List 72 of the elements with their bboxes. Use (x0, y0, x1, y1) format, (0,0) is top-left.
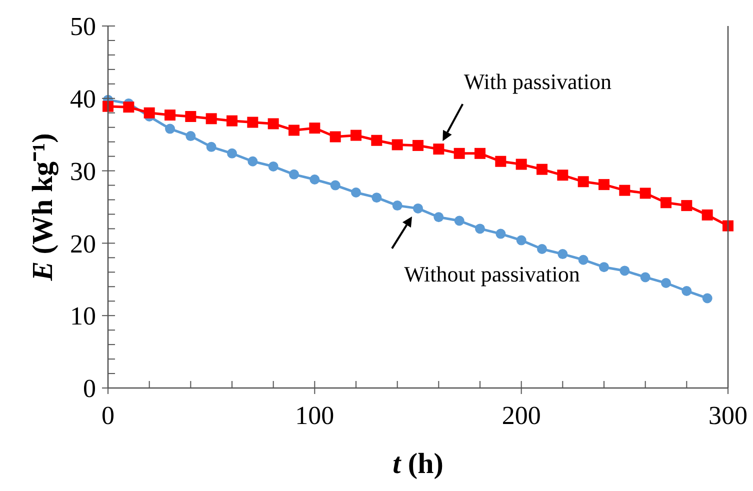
point (102, 100, 114, 112)
point (640, 272, 650, 282)
point (247, 116, 258, 128)
point (413, 203, 423, 214)
point (268, 161, 278, 172)
point (681, 200, 692, 212)
point (226, 115, 238, 126)
point (123, 102, 134, 113)
x-tick-label: 0 (102, 401, 114, 430)
point (640, 188, 651, 199)
annotation: Without passivation (404, 261, 580, 286)
point (289, 169, 299, 180)
point (372, 192, 382, 203)
point (434, 212, 444, 222)
point (248, 156, 258, 166)
x-tick-label: 100 (295, 401, 334, 430)
point (599, 262, 609, 272)
point (454, 148, 465, 159)
point (537, 244, 547, 254)
y-tick-label: 40 (70, 84, 96, 114)
annotation: With passivation (464, 69, 612, 94)
x-tick-label: 200 (502, 401, 541, 430)
point (144, 107, 155, 118)
point (661, 278, 671, 288)
point (578, 254, 588, 265)
point (392, 200, 402, 211)
point (164, 110, 176, 121)
point (516, 158, 527, 170)
point (454, 216, 464, 226)
point (660, 197, 672, 208)
point (702, 293, 712, 304)
point (433, 144, 444, 155)
point (330, 180, 340, 190)
point (412, 140, 424, 151)
point (475, 224, 485, 234)
point (578, 176, 589, 188)
point (165, 124, 175, 134)
point (496, 228, 506, 239)
point (474, 148, 486, 159)
point (330, 131, 341, 142)
point (620, 266, 630, 276)
point (350, 130, 362, 141)
y-tick-label: 20 (70, 229, 96, 258)
y-tick-label: 10 (70, 302, 96, 331)
point (186, 131, 196, 142)
point (268, 118, 279, 130)
point (702, 209, 713, 220)
point (371, 134, 382, 146)
y-tick-label: 30 (70, 156, 96, 186)
point (351, 188, 361, 198)
point (206, 142, 216, 152)
point (558, 249, 568, 260)
point (288, 124, 300, 136)
point (557, 170, 568, 181)
point (206, 113, 217, 124)
point (722, 220, 734, 232)
y-axis-title: E (Wh kg⁻¹) (27, 133, 59, 282)
point (309, 122, 320, 134)
point (310, 174, 320, 184)
point (392, 139, 403, 150)
point (682, 286, 692, 296)
point (495, 156, 506, 167)
y-tick-label: 0 (83, 374, 96, 404)
x-tick-label: 300 (708, 401, 748, 430)
point (598, 179, 610, 190)
y-tick-label: 50 (70, 12, 96, 42)
x-axis-title: t (h) (392, 448, 444, 480)
point (185, 111, 196, 122)
point (516, 235, 526, 246)
point (619, 184, 630, 196)
point (536, 164, 548, 175)
point (227, 148, 237, 158)
